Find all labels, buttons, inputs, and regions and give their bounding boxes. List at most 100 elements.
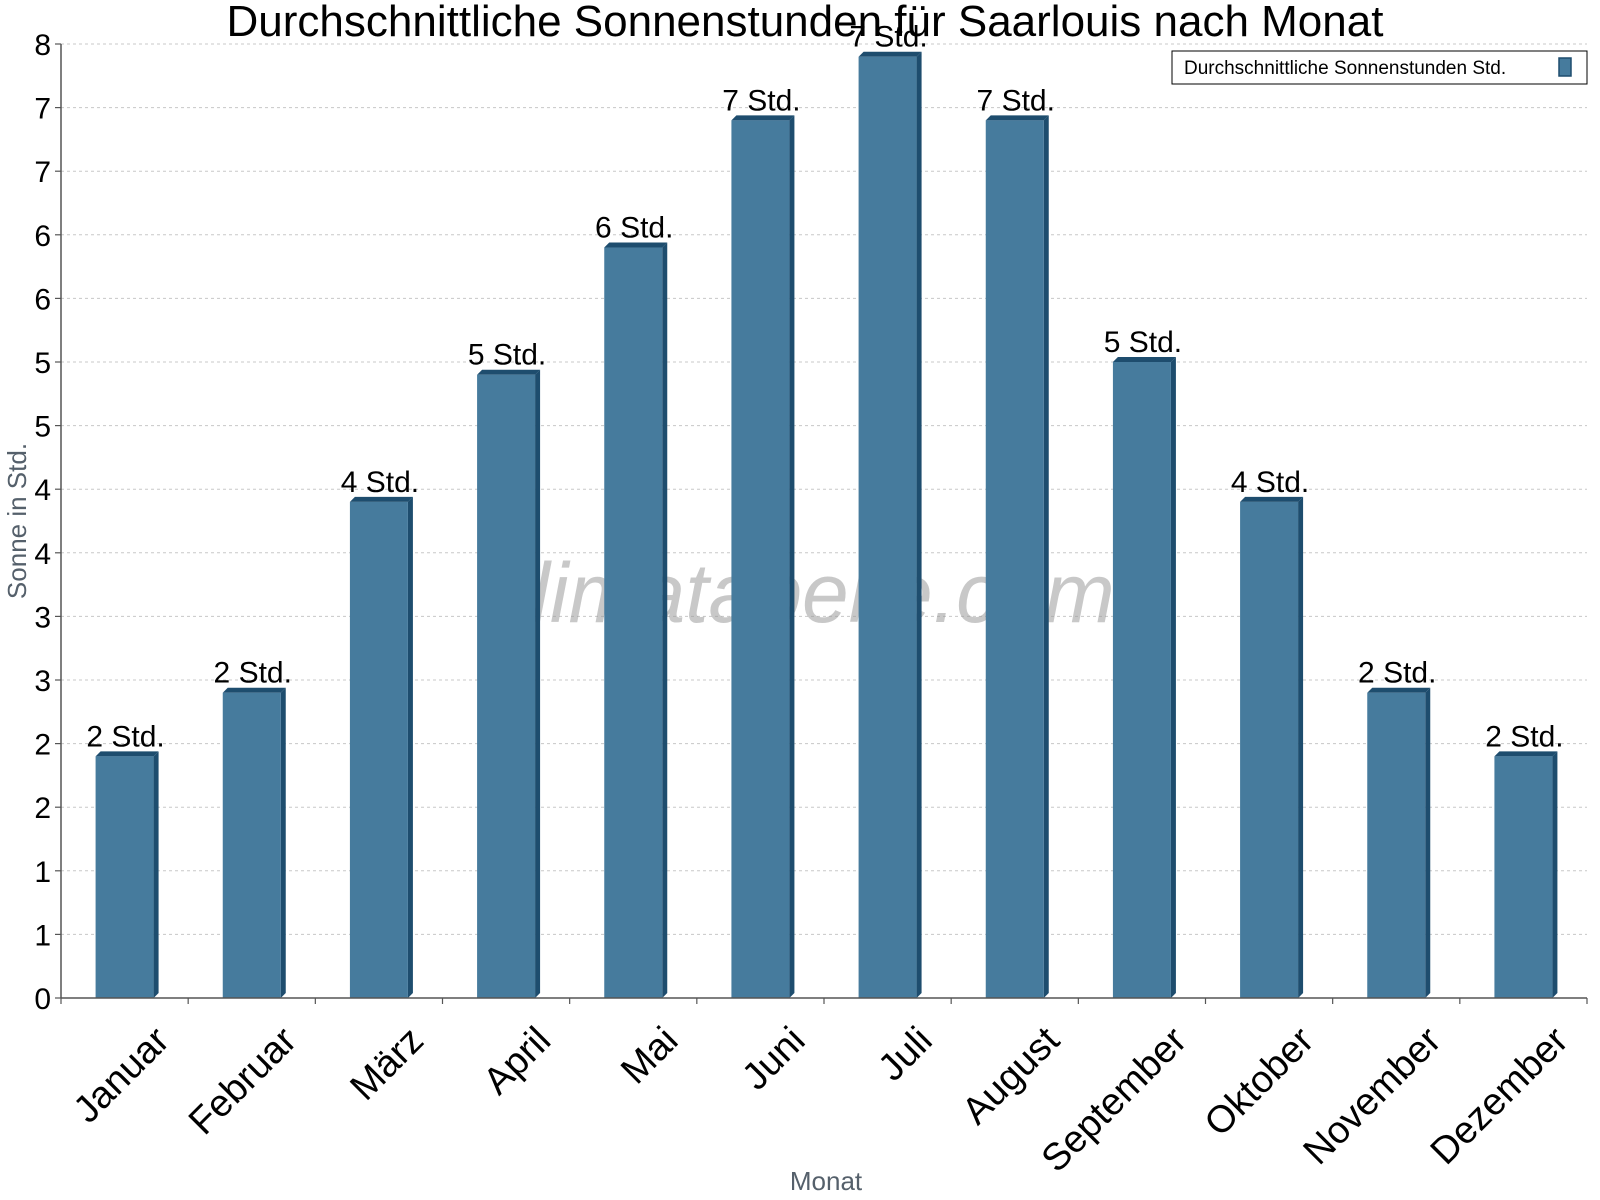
x-tick-label: Juni [734, 1019, 813, 1098]
data-label: 5 Std. [468, 339, 546, 372]
bar-top [1112, 357, 1176, 362]
data-label: 6 Std. [595, 212, 673, 245]
bar-10 [1240, 496, 1304, 998]
bar-face [222, 692, 281, 998]
bar-side [662, 242, 668, 998]
data-label: 2 Std. [1358, 657, 1436, 690]
gridlines [61, 43, 1587, 935]
data-label: 7 Std. [849, 21, 927, 54]
legend-box [1171, 50, 1588, 85]
bar-3 [349, 496, 413, 998]
y-tick-label: 2 [34, 729, 51, 762]
bar-top [1494, 751, 1558, 757]
bar-top [985, 115, 1049, 121]
bar-side [1552, 751, 1558, 998]
bar-side [1425, 687, 1431, 998]
bar-top [731, 115, 795, 121]
y-tick-label: 3 [34, 665, 51, 698]
y-tick-label: 1 [34, 919, 51, 952]
x-tick-label: Februar [181, 1019, 305, 1143]
bar-6 [731, 115, 795, 998]
x-tick-label: November [1296, 1019, 1450, 1173]
bar-1 [95, 751, 159, 998]
y-tick-label: 4 [34, 474, 51, 507]
x-tick-label: Juli [871, 1019, 941, 1089]
bar-face [477, 374, 536, 999]
bar-11 [1367, 687, 1431, 998]
bar-side [153, 751, 159, 998]
y-tick-label: 6 [34, 220, 51, 253]
bar-face [985, 120, 1044, 998]
y-tick-label: 3 [34, 601, 51, 634]
x-tick-label: März [343, 1019, 432, 1108]
data-label: 4 Std. [341, 466, 419, 499]
bar-face [1494, 756, 1553, 998]
y-tick-label: 0 [34, 983, 51, 1016]
bar-face [95, 756, 154, 998]
bar-side [916, 51, 922, 999]
bar-face [731, 120, 790, 998]
legend-label: Durchschnittliche Sonnenstunden Std. [1184, 58, 1506, 79]
y-tick-label: 2 [34, 792, 51, 825]
bar-5 [604, 242, 668, 998]
bar-top [349, 496, 413, 502]
data-label: 7 Std. [977, 84, 1055, 117]
bar-side [535, 369, 541, 999]
y-tick-label: 7 [34, 156, 51, 189]
x-tick-label: April [476, 1019, 559, 1102]
data-labels: 2 Std. 2 Std. 4 Std. 5 Std. 6 Std. 7 Std. 7 St… [86, 21, 1563, 754]
bar-9 [1112, 357, 1176, 998]
bar-side [280, 687, 286, 998]
y-tick-label: 7 [34, 93, 51, 126]
chart-title: Durchschnittliche Sonnenstunden für Saar… [227, 0, 1384, 46]
bar-face [858, 56, 917, 999]
bar-face [1112, 362, 1171, 998]
x-tick-label: Dezember [1423, 1019, 1577, 1173]
y-axis-title: Sonne in Std. [2, 443, 32, 599]
bar-face [1367, 692, 1426, 998]
data-label: 2 Std. [1485, 720, 1563, 753]
data-label: 2 Std. [86, 720, 164, 753]
bar-8 [985, 115, 1049, 998]
x-axis-title: Monat [790, 1166, 863, 1196]
x-tick-label: August [954, 1019, 1068, 1133]
data-label: 2 Std. [214, 657, 292, 690]
data-label: 7 Std. [722, 84, 800, 117]
x-tick-labels: Januar Februar März April Mai Juni Juli AugustS… [66, 1019, 1577, 1180]
bar-2 [222, 687, 286, 998]
bar-top [477, 369, 541, 375]
bar-top [222, 687, 286, 693]
bar-top [604, 242, 668, 248]
y-tick-labels: 0 1 1 2 2 3 3 4 4 5 5 6 6 7 7 8 [34, 29, 51, 1016]
bar-side [1043, 115, 1049, 998]
y-tick-label: 8 [34, 29, 51, 62]
bar-7 [858, 51, 922, 999]
x-tick-label: Januar [66, 1019, 178, 1131]
bar-top [1367, 687, 1431, 693]
data-label: 4 Std. [1231, 466, 1309, 499]
bar-4 [477, 369, 541, 999]
legend: Durchschnittliche Sonnenstunden Std. [1171, 50, 1588, 85]
bar-side [789, 115, 795, 998]
bar-face [1240, 501, 1299, 998]
bar-12 [1494, 751, 1558, 998]
data-label: 5 Std. [1104, 326, 1182, 359]
y-tick-label: 6 [34, 283, 51, 316]
legend-swatch [1558, 57, 1572, 77]
bar-face [604, 247, 663, 998]
y-tick-label: 5 [34, 347, 51, 380]
axes [55, 43, 1588, 1004]
bar-top [1240, 496, 1304, 502]
bar-side [407, 496, 413, 998]
bar-top [95, 751, 159, 757]
y-tick-label: 1 [34, 856, 51, 889]
x-tick-label: Mai [613, 1019, 686, 1092]
bar-side [1298, 496, 1304, 998]
x-tick-label: Oktober [1197, 1019, 1323, 1145]
bar-side [1170, 357, 1176, 998]
bars [95, 51, 1558, 999]
bar-face [349, 501, 408, 998]
y-tick-label: 4 [34, 538, 51, 571]
y-tick-label: 5 [34, 411, 51, 444]
